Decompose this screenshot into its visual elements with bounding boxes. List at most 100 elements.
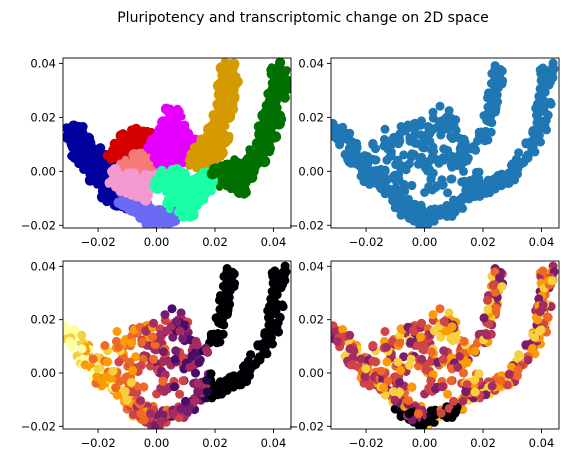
scatter-point xyxy=(223,59,234,70)
scatter-point xyxy=(462,156,472,166)
scatter-panels: −0.02 0.00 0.02 0.04−0.020.000.020.04−0.02 0… xyxy=(21,56,560,450)
scatter-point xyxy=(251,163,260,173)
scatter-point xyxy=(156,167,165,175)
scatter-point xyxy=(348,353,358,363)
scatter-point xyxy=(470,186,480,196)
scatter-point xyxy=(439,346,449,356)
scatter-point xyxy=(483,295,492,305)
y-tick-label: 0.02 xyxy=(298,110,324,124)
scatter-point xyxy=(395,338,405,348)
scatter-point xyxy=(380,390,390,400)
scatter-point xyxy=(394,176,404,186)
x-tick-label: −0.02 xyxy=(80,235,115,249)
scatter-point xyxy=(538,63,548,73)
scatter-point xyxy=(417,116,426,126)
scatter-point xyxy=(483,93,492,103)
scatter-point xyxy=(178,376,188,386)
scatter-point xyxy=(491,303,501,313)
scatter-point xyxy=(127,338,137,348)
scatter-point xyxy=(211,141,222,151)
scatter-point xyxy=(513,163,523,173)
scatter-point xyxy=(487,180,497,190)
scatter-point xyxy=(211,313,221,323)
scatter-point xyxy=(200,190,209,199)
scatter-point xyxy=(416,332,426,342)
scatter-point xyxy=(220,280,230,290)
scatter-point xyxy=(436,207,446,217)
scatter-panel-bottom-right: −0.02 0.00 0.02 0.04 −0.02 0.00 0.02 0.04 xyxy=(289,259,560,450)
scatter-point xyxy=(245,145,254,154)
y-tick-label: 0.00 xyxy=(298,366,324,380)
scatter-point xyxy=(239,174,251,187)
scatter-point xyxy=(443,326,453,336)
scatter-point xyxy=(533,315,543,325)
scatter-point xyxy=(376,366,386,376)
scatter-point xyxy=(438,153,448,163)
scatter-point xyxy=(149,354,159,364)
scatter-point xyxy=(160,103,172,115)
scatter-point xyxy=(547,73,557,83)
scatter-point xyxy=(151,182,164,194)
scatter-point xyxy=(156,154,166,165)
scatter-point xyxy=(275,58,286,68)
scatter-panel-bottom-left: −0.02 0.00 0.02 0.04 −0.02 0.00 0.02 0.04 xyxy=(21,259,292,450)
scatter-point xyxy=(148,332,158,342)
scatter-point xyxy=(409,124,419,134)
scatter-point xyxy=(70,325,80,334)
scatter-point xyxy=(417,354,427,364)
axes-frame xyxy=(330,57,560,229)
scatter-point xyxy=(179,171,190,183)
scatter-point xyxy=(383,175,393,184)
scatter-point xyxy=(216,105,228,118)
scatter-point xyxy=(379,383,389,393)
scatter-point xyxy=(92,372,102,382)
scatter-point xyxy=(222,159,231,168)
scatter-point xyxy=(186,149,197,159)
x-tick-label: 0.00 xyxy=(144,235,170,249)
scatter-point xyxy=(263,132,273,141)
scatter-point xyxy=(267,63,276,71)
scatter-point xyxy=(156,142,168,154)
scatter-point xyxy=(215,295,224,305)
scatter-point xyxy=(202,387,212,397)
scatter-point xyxy=(446,174,456,184)
scatter-point xyxy=(451,205,461,215)
scatter-point xyxy=(122,168,135,180)
y-tick-label: 0.04 xyxy=(298,56,324,70)
scatter-point xyxy=(436,130,446,140)
scatter-point xyxy=(223,303,233,313)
scatter-point xyxy=(108,366,118,376)
y-tick-label: 0.00 xyxy=(30,366,56,380)
x-tick-label: 0.00 xyxy=(412,235,438,249)
scatter-point xyxy=(175,389,185,399)
scatter-point xyxy=(338,325,348,334)
scatter-point xyxy=(160,310,170,320)
scatter-point xyxy=(259,143,268,152)
scatter-point xyxy=(88,354,98,364)
scatter-point xyxy=(470,144,480,154)
scatter-point xyxy=(168,408,178,418)
scatter-point xyxy=(438,354,448,364)
scatter-point xyxy=(184,210,196,222)
scatter-point xyxy=(122,395,132,405)
scatter-point xyxy=(145,409,155,419)
scatter-point xyxy=(175,326,185,336)
y-tick-label: 0.02 xyxy=(298,313,324,327)
scatter-point xyxy=(528,343,537,353)
scatter-point xyxy=(234,380,244,390)
scatter-point xyxy=(495,70,505,80)
x-tick-label: 0.02 xyxy=(470,436,496,450)
scatter-point xyxy=(79,131,90,142)
scatter-point xyxy=(426,145,436,155)
figure-title: Pluripotency and transcriptomic change o… xyxy=(117,10,489,26)
scatter-point xyxy=(393,155,403,165)
scatter-point xyxy=(439,114,449,124)
scatter-point xyxy=(283,66,291,74)
scatter-point xyxy=(114,357,124,367)
scatter-point xyxy=(166,205,174,214)
scatter-point xyxy=(449,195,458,205)
scatter-point xyxy=(390,395,400,405)
scatter-point xyxy=(446,334,456,344)
scatter-point xyxy=(236,369,246,379)
